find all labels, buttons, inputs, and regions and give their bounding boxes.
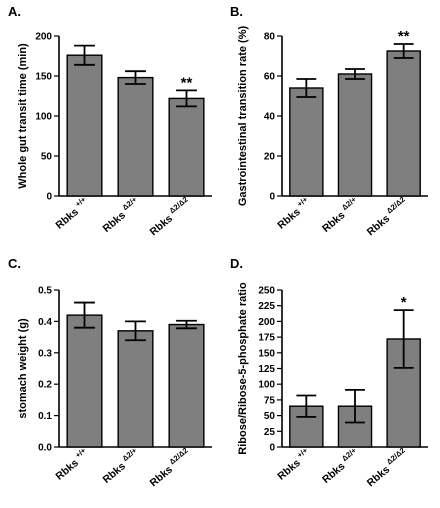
panel-c-bar [168,323,205,448]
panel-c-x-tick-label: Rbks Δ2/+ [99,445,143,486]
panel-c-y-tick-label: 0.1 [38,411,52,422]
panel-c-y-tick-label: 0.2 [38,380,52,391]
panel-d-y-tick-label: 250 [258,286,275,297]
panel-d-y-tick-label: 25 [264,427,276,438]
panel-c-x-tick-label: Rbks Δ2/Δ2 [146,446,194,490]
panel-b-x-tick-label: Rbks +/+ [273,194,313,231]
panel-b-x-tick-label: Rbks Δ2/Δ2 [363,195,411,239]
panel-b-x-tick-label: Rbks Δ2/+ [318,194,362,235]
panel-d-x-tick-label: Rbks Δ2/Δ2 [363,446,411,490]
panel-c-bar [66,314,103,448]
panel-d-y-tick-label: 50 [264,411,276,422]
panel-a-y-tick-label: 200 [35,32,52,43]
panel-b-y-tick-label: 0 [269,192,275,203]
panel-a-y-tick-label: 0 [46,192,52,203]
panel-b-bar [337,73,373,197]
panel-c-group: C. stomach weight (g) 0.0 0.1 0.2 0.3 0.4 0.5 Rb… [8,256,212,489]
panel-d-y-tick-label: 150 [258,348,275,359]
panel-d-y-tick-label: 175 [258,333,275,344]
category-genotype: Δ2/Δ2 [168,195,190,216]
panel-d-label: D. [230,256,243,271]
panel-c-y-tick-label: 0.3 [38,348,52,359]
panel-a-label: A. [8,4,21,19]
category-genotype: Δ2/+ [121,445,140,463]
panel-b-y-tick-label: 40 [264,112,276,123]
panel-c-y-axis-title: stomach weight (g) [17,318,29,419]
panel-a-group: A. Whole gut transit time (min) 0 50 100 150 2… [8,4,212,238]
panel-d-y-tick-label: 75 [264,395,276,406]
panel-d-y-tick-label: 125 [258,364,275,375]
panel-a-y-tick-label: 50 [41,152,53,163]
panel-c-x-tick-label: Rbks +/+ [52,445,92,482]
panel-b-y-axis-title: Gastrointestinal transition rate (%) [237,26,249,207]
category-genotype: Δ2/+ [121,194,140,212]
panel-d-y-tick-label: 0 [269,443,275,454]
panel-b-y-tick-label: 60 [264,72,276,83]
panel-c-y-tick-label: 0.5 [38,286,52,297]
panel-b-y-tick-label: 80 [264,32,276,43]
panel-d-x-tick-label: Rbks Δ2/+ [318,445,362,486]
panel-b-group: B. Gastrointestinal transition rate (%) 0 2… [230,4,428,238]
panel-a-x-tick-label: Rbks +/+ [52,194,92,231]
panel-b-significance-marker: ** [398,28,410,45]
category-genotype: Δ2/+ [340,194,359,212]
panel-c-y-tick-label: 0.4 [38,317,52,328]
panel-d-y-tick-label: 200 [258,317,275,328]
panel-b-y-tick-label: 20 [264,152,276,163]
panel-a-x-tick-label: Rbks Δ2/+ [99,194,143,235]
panel-b-bar [289,87,324,197]
panel-d-y-tick-label: 100 [258,380,275,391]
panel-d-significance-marker: * [401,294,407,311]
category-genotype: Δ2/Δ2 [168,446,190,467]
panel-d-y-tick-label: 225 [258,301,275,312]
panel-c-y-tick-label: 0.0 [38,443,52,454]
panel-a-x-tick-label: Rbks Δ2/Δ2 [146,195,194,239]
panel-a-y-tick-label: 100 [35,112,52,123]
category-genotype: Δ2/Δ2 [385,195,407,216]
category-genotype: Δ2/+ [340,445,359,463]
category-genotype: Δ2/Δ2 [385,446,407,467]
panel-d-y-axis-title: Ribose/Ribose-5-phosphate ratio [237,282,249,455]
panel-c-label: C. [8,256,21,271]
panel-d-x-tick-label: Rbks +/+ [273,445,313,482]
panel-b-label: B. [230,4,243,19]
panel-b-bar [386,50,421,197]
panel-a-y-axis-title: Whole gut transit time (min) [17,43,29,189]
panel-d-group: D. Ribose/Ribose-5-phosphate ratio 0 25 50 75… [230,256,428,489]
panel-c-bar [117,330,154,448]
panel-a-bar [66,54,103,197]
panel-a-significance-marker: ** [181,74,193,91]
panel-a-bar [168,97,205,197]
panel-a-y-tick-label: 150 [35,72,52,83]
panel-a-bar [117,76,154,197]
